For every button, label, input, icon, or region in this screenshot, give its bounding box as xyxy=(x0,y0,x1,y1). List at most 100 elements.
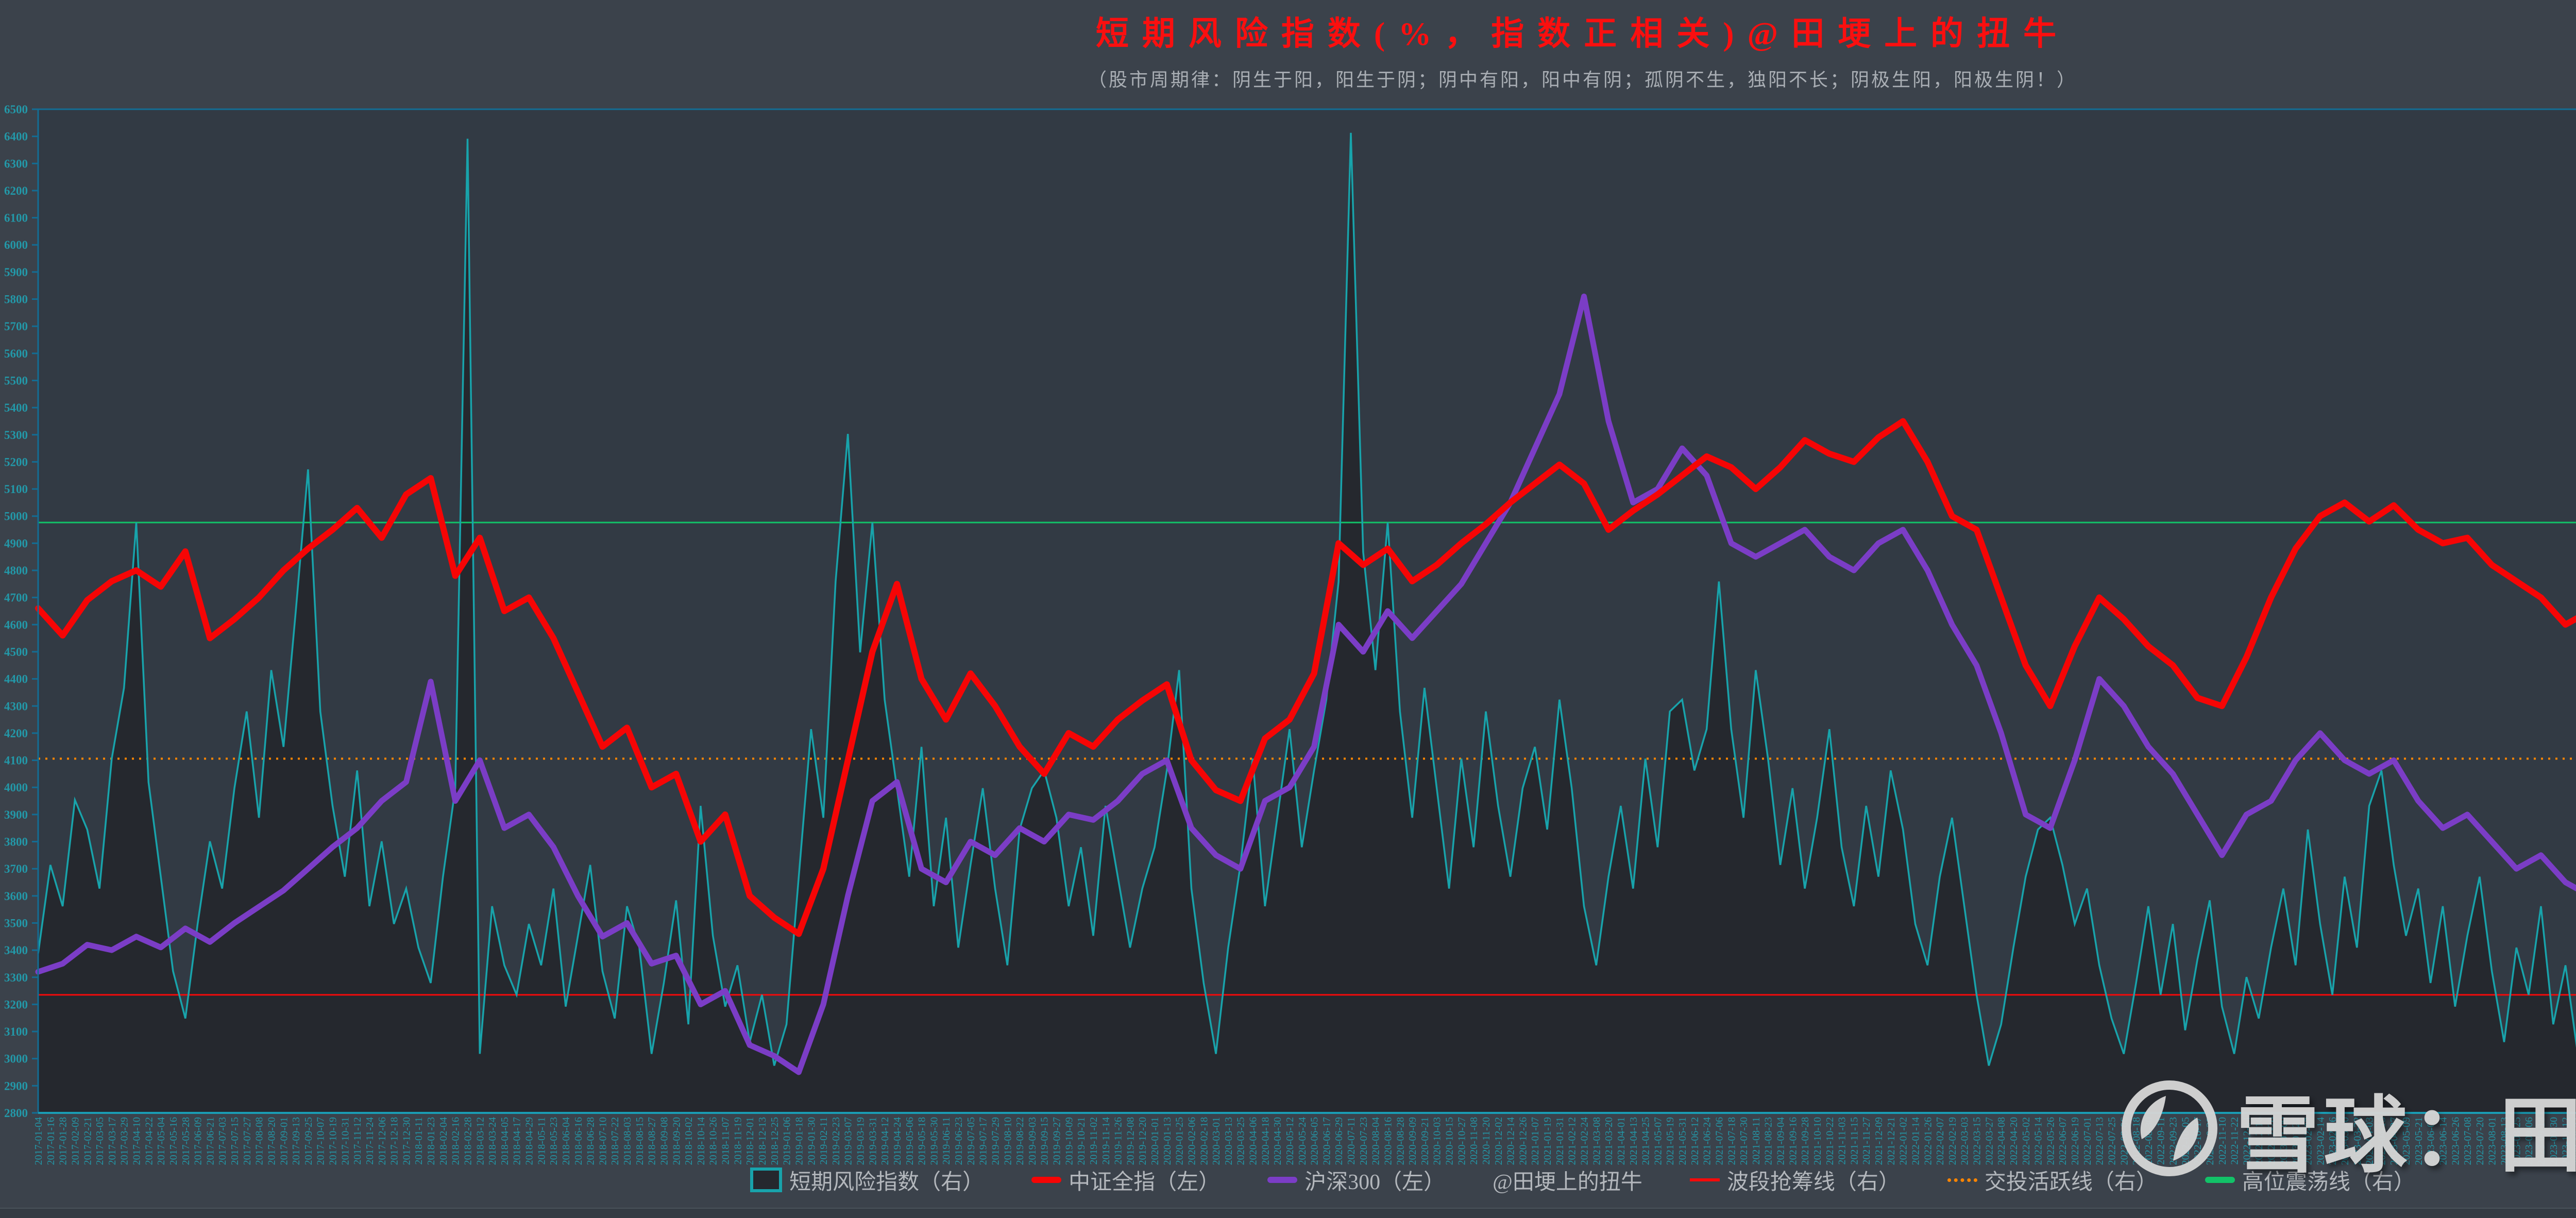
x-axis-date-label: 2021-08-11 xyxy=(1751,1117,1762,1165)
x-axis-date-label: 2017-05-28 xyxy=(180,1117,192,1165)
x-axis-date-label: 2018-03-12 xyxy=(474,1117,486,1165)
x-axis-date-label: 2022-12-28 xyxy=(2266,1117,2277,1165)
page-subtitle: （股市周期律：阴生于阳，阳生于阴；阴中有阳，阳中有阴；孤阴不生，独阳不长；阴极生… xyxy=(1088,70,2077,90)
x-axis-date-label: 2023-02-26 xyxy=(2327,1117,2338,1165)
axis-tick-label: 3200 xyxy=(4,998,28,1011)
x-axis-date-label: 2019-02-11 xyxy=(818,1117,829,1165)
legend-label: 短期风险指数（右） xyxy=(789,1170,985,1194)
x-axis-date-label: 2020-11-20 xyxy=(1481,1117,1492,1165)
x-axis-date-label: 2021-01-31 xyxy=(1554,1117,1566,1165)
x-axis-date-label: 2021-10-10 xyxy=(1812,1117,1823,1165)
x-axis-date-label: 2019-05-18 xyxy=(917,1117,928,1165)
axis-tick-label: 3300 xyxy=(4,971,28,984)
axis-tick-label: 5700 xyxy=(4,320,28,333)
x-axis-date-label: 2020-05-24 xyxy=(1297,1117,1308,1165)
x-axis-date-label: 2020-12-02 xyxy=(1493,1117,1504,1165)
x-axis-date-label: 2019-12-08 xyxy=(1125,1117,1136,1165)
x-axis-date-label: 2017-07-03 xyxy=(217,1117,228,1165)
legend-item-0: 短期风险指数（右） xyxy=(750,1164,984,1196)
x-axis-date-label: 2021-11-27 xyxy=(1861,1117,1872,1165)
axis-tick-label: 2900 xyxy=(4,1079,28,1092)
x-axis-date-label: 2019-03-07 xyxy=(843,1117,854,1165)
x-axis-date-label: 2020-10-15 xyxy=(1444,1117,1455,1165)
x-axis-date-label: 2020-05-12 xyxy=(1284,1117,1296,1165)
x-axis-date-label: 2017-06-21 xyxy=(205,1117,216,1165)
x-axis-date-label: 2018-02-04 xyxy=(438,1117,449,1165)
x-axis-date-label: 2021-05-07 xyxy=(1652,1117,1664,1165)
series-csi300-line xyxy=(35,293,2576,1075)
x-axis-date-label: 2019-08-22 xyxy=(1014,1117,1026,1165)
x-axis-date-label: 2021-07-06 xyxy=(1714,1117,1725,1165)
x-axis-date-label: 2018-09-20 xyxy=(671,1117,682,1165)
axis-tick-label: 4200 xyxy=(4,727,28,740)
x-axis-date-label: 2019-07-29 xyxy=(990,1117,1002,1165)
x-axis-date-label: 2021-04-01 xyxy=(1616,1117,1627,1165)
x-axis-date-label: 2019-06-11 xyxy=(941,1117,952,1165)
x-axis-date-label: 2018-06-04 xyxy=(561,1117,572,1165)
x-axis-date-label: 2017-10-19 xyxy=(328,1117,339,1165)
axis-tick-label: 5400 xyxy=(4,401,28,414)
x-axis-date-label: 2021-04-13 xyxy=(1628,1117,1639,1165)
x-axis-date-label: 2018-10-14 xyxy=(696,1117,707,1165)
x-axis-date-label: 2019-04-12 xyxy=(879,1117,891,1165)
x-axis-date-label: 2023-05-09 xyxy=(2401,1117,2412,1165)
x-axis-date-label: 2017-08-08 xyxy=(254,1117,265,1165)
x-axis-date-label: 2022-04-20 xyxy=(2008,1117,2020,1165)
x-axis-date-label: 2023-04-15 xyxy=(2376,1117,2387,1165)
legend-marker-dotted-line xyxy=(1947,1178,1977,1182)
x-axis-date-label: 2018-01-11 xyxy=(413,1117,425,1165)
x-axis-date-label: 2017-11-12 xyxy=(352,1117,363,1165)
x-axis-date-label: 2017-01-28 xyxy=(58,1117,69,1165)
x-axis-date-label: 2021-01-19 xyxy=(1542,1117,1553,1165)
x-axis-date-label: 2023-10-12 xyxy=(2561,1117,2572,1165)
x-axis-date-label: 2023-09-18 xyxy=(2536,1117,2547,1165)
chart-legend: 短期风险指数（右） 中证全指（左） 沪深300（左） @田埂上的扭牛 波段抢筹线（右） 交… xyxy=(0,1163,2576,1196)
x-axis-date-label: 2021-12-21 xyxy=(1886,1117,1897,1165)
axis-tick-label: 4900 xyxy=(4,537,28,550)
x-axis-date-label: 2018-04-29 xyxy=(524,1117,535,1165)
x-axis-date-label: 2022-09-23 xyxy=(2168,1117,2179,1165)
x-axis-date-label: 2023-02-02 xyxy=(2303,1117,2314,1165)
x-axis-date-label: 2020-12-14 xyxy=(1505,1117,1517,1165)
x-axis-date-label: 2018-10-26 xyxy=(708,1117,719,1165)
x-axis-date-label: 2022-05-02 xyxy=(2021,1117,2032,1165)
x-axis-date-label: 2019-04-24 xyxy=(892,1117,903,1165)
x-axis-date-label: 2018-06-16 xyxy=(573,1117,584,1165)
x-axis-date-label: 2022-02-19 xyxy=(1947,1117,1958,1165)
x-axis-date-label: 2021-09-28 xyxy=(1800,1117,1811,1165)
x-axis-date-label: 2023-08-13 xyxy=(2499,1117,2511,1165)
axis-tick-label: 6500 xyxy=(4,103,28,116)
axis-tick-label: 5500 xyxy=(4,374,28,387)
x-axis-date-label: 2020-09-09 xyxy=(1407,1117,1418,1165)
x-axis-date-label: 2017-01-16 xyxy=(45,1117,57,1165)
axis-tick-label: 5200 xyxy=(4,455,28,468)
x-axis-date-label: 2021-06-24 xyxy=(1702,1117,1713,1165)
x-axis-date-label: 2018-02-28 xyxy=(463,1117,474,1165)
x-axis-date-label: 2017-09-13 xyxy=(291,1117,302,1165)
x-axis-date-label: 2018-08-27 xyxy=(647,1117,658,1165)
x-axis-date-label: 2018-04-17 xyxy=(512,1117,523,1165)
x-axis-date-label: 2019-03-31 xyxy=(867,1117,878,1165)
x-axis-date-label: 2018-10-02 xyxy=(683,1117,694,1165)
legend-item-2: 沪深300（左） xyxy=(1267,1164,1445,1196)
x-axis-date-label: 2017-07-27 xyxy=(242,1117,253,1165)
x-axis-date-label: 2021-09-04 xyxy=(1775,1117,1787,1165)
legend-label: 中证全指（左） xyxy=(1069,1170,1221,1194)
x-axis-date-label: 2021-02-12 xyxy=(1567,1117,1578,1165)
x-axis-date-label: 2017-04-10 xyxy=(131,1117,143,1165)
x-axis-date-label: 2017-09-01 xyxy=(278,1117,290,1165)
x-axis-date-label: 2023-05-21 xyxy=(2413,1117,2425,1165)
legend-marker-line xyxy=(2205,1177,2235,1183)
x-axis-date-label: 2022-05-14 xyxy=(2033,1117,2044,1165)
series-csi-all-line xyxy=(35,418,2576,937)
page-title: 短期风险指数(%，指数正相关)@田埂上的扭牛 xyxy=(1095,15,2070,52)
x-axis-date-label: 2023-07-20 xyxy=(2475,1117,2486,1165)
x-axis-date-label: 2018-05-23 xyxy=(548,1117,560,1165)
legend-item-1: 中证全指（左） xyxy=(1031,1164,1220,1196)
x-axis-date-label: 2021-12-09 xyxy=(1873,1117,1885,1165)
legend-item-4: 波段抢筹线（右） xyxy=(1689,1164,1900,1196)
x-axis-date-label: 2023-04-27 xyxy=(2388,1117,2400,1165)
x-axis-date-label: 2021-09-16 xyxy=(1787,1117,1799,1165)
x-axis-date-label: 2023-09-30 xyxy=(2548,1117,2560,1165)
